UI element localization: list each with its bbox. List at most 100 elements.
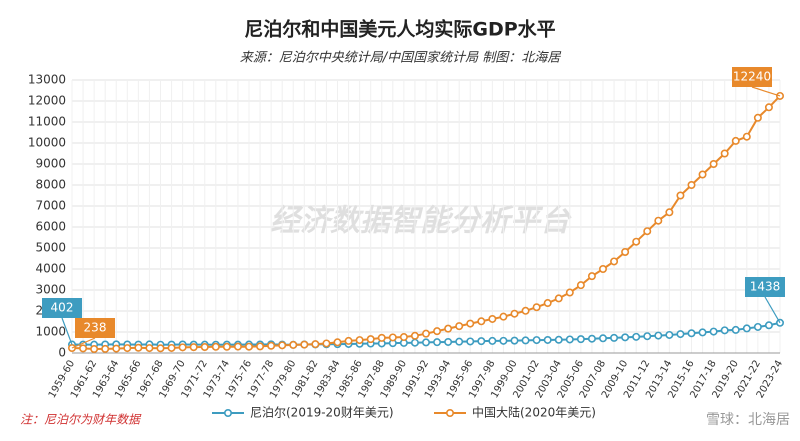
point — [610, 333, 619, 342]
point — [455, 337, 464, 346]
point — [300, 340, 309, 349]
label-arrow — [764, 296, 781, 324]
point — [598, 334, 607, 343]
point — [532, 336, 541, 345]
point — [521, 336, 530, 345]
note: 注：尼泊尔为财年数据 — [20, 413, 142, 427]
y-tick-label: 5000 — [35, 241, 66, 255]
credit: 雪球：北海居 — [706, 412, 790, 428]
point — [112, 344, 121, 353]
point — [742, 132, 751, 141]
point — [167, 343, 176, 352]
point — [455, 322, 464, 331]
point — [444, 337, 453, 346]
point — [753, 113, 762, 122]
point — [355, 336, 364, 345]
point — [720, 149, 729, 158]
point — [433, 338, 442, 347]
point — [466, 337, 475, 346]
y-tick-label: 7000 — [35, 199, 66, 213]
point — [764, 103, 773, 112]
point — [488, 336, 497, 345]
y-tick-label: 3000 — [35, 283, 66, 297]
point — [189, 343, 198, 352]
legend-label: 尼泊尔(2019-20财年美元) — [250, 405, 394, 420]
point — [621, 247, 630, 256]
y-tick-label: 4000 — [35, 262, 66, 276]
point — [444, 324, 453, 333]
point — [399, 333, 408, 342]
data-label: 12240 — [733, 70, 771, 84]
point — [388, 333, 397, 342]
point — [687, 181, 696, 190]
point — [366, 335, 375, 344]
point — [488, 314, 497, 323]
data-label-box — [42, 298, 82, 318]
point — [123, 344, 132, 353]
legend-marker — [445, 408, 454, 417]
point — [731, 325, 740, 334]
point — [200, 343, 209, 352]
point — [764, 321, 773, 330]
data-label: 238 — [84, 321, 107, 335]
point — [477, 337, 486, 346]
point — [698, 328, 707, 337]
point — [289, 340, 298, 349]
point — [156, 344, 165, 353]
point — [521, 306, 530, 315]
point — [632, 237, 641, 246]
point — [90, 345, 99, 354]
y-tick-label: 8000 — [35, 178, 66, 192]
point — [267, 341, 276, 350]
point — [278, 341, 287, 350]
point — [587, 334, 596, 343]
point — [333, 338, 342, 347]
data-label: 402 — [51, 301, 74, 315]
point — [499, 336, 508, 345]
point — [654, 216, 663, 225]
point — [510, 309, 519, 318]
point — [134, 343, 143, 352]
data-label-box — [75, 318, 115, 338]
y-tick-label: 6000 — [35, 220, 66, 234]
point — [742, 324, 751, 333]
point — [576, 335, 585, 344]
point — [543, 299, 552, 308]
data-label-box — [732, 67, 772, 87]
point — [554, 294, 563, 303]
point — [421, 338, 430, 347]
point — [698, 170, 707, 179]
point — [753, 322, 762, 331]
point — [410, 331, 419, 340]
point — [709, 160, 718, 169]
point — [477, 317, 486, 326]
data-label: 1438 — [750, 280, 781, 294]
point — [532, 303, 541, 312]
y-tick-label: 1000 — [35, 325, 66, 339]
y-tick-label: 12000 — [28, 94, 66, 108]
point — [576, 281, 585, 290]
y-tick-label: 9000 — [35, 157, 66, 171]
point — [643, 227, 652, 236]
legend-label: 中国大陆(2020年美元) — [472, 405, 596, 420]
y-tick-label: 11000 — [28, 115, 66, 129]
point — [510, 336, 519, 345]
point — [101, 344, 110, 353]
point — [499, 312, 508, 321]
point — [676, 330, 685, 339]
data-label-box — [745, 277, 785, 297]
point — [466, 319, 475, 328]
chart-subtitle: 来源：尼泊尔中央统计局/中国国家统计局 制图：北海居 — [240, 50, 563, 66]
point — [322, 339, 331, 348]
point — [720, 326, 729, 335]
y-tick-label: 13000 — [28, 73, 66, 87]
y-tick-label: 0 — [58, 346, 66, 360]
point — [79, 344, 88, 353]
point — [554, 335, 563, 344]
point — [676, 191, 685, 200]
label-arrow — [751, 86, 781, 97]
point — [665, 208, 674, 217]
point — [211, 342, 220, 351]
watermark: 经济数据智能分析平台 — [270, 204, 572, 239]
